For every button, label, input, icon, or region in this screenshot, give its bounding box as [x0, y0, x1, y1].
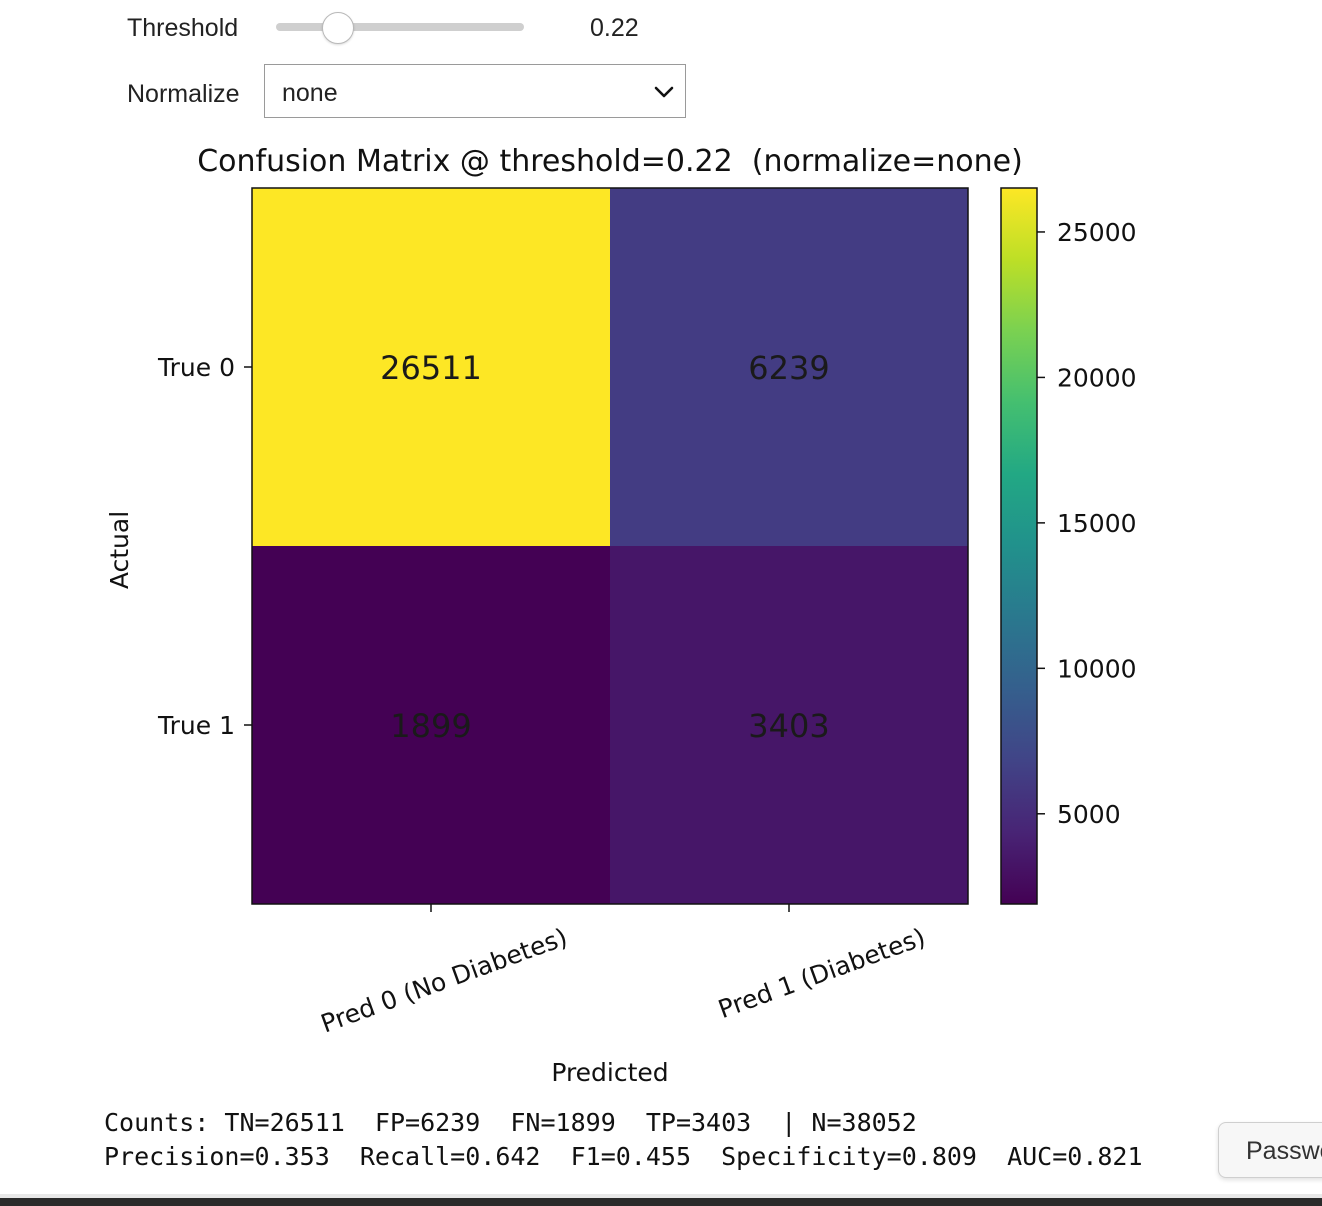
cell-value-label: 26511: [380, 349, 482, 387]
chevron-down-icon: [654, 86, 674, 98]
password-tab[interactable]: Password: [1218, 1122, 1322, 1178]
x-tick-label: Pred 1 (Diabetes): [714, 922, 929, 1024]
x-tick-label: Pred 0 (No Diabetes): [317, 922, 571, 1038]
metrics-counts-line: Counts: TN=26511 FP=6239 FN=1899 TP=3403…: [104, 1108, 917, 1137]
heatmap-cell: [610, 188, 968, 546]
confusion-matrix-chart: Confusion Matrix @ threshold=0.22 (norma…: [105, 144, 1137, 1087]
cell-value-label: 1899: [390, 707, 471, 745]
y-tick-label: True 0: [157, 353, 235, 382]
threshold-slider-handle[interactable]: [322, 12, 355, 44]
colorbar-tick-label: 5000: [1057, 800, 1121, 829]
footer-divider: [0, 1194, 1322, 1198]
cell-value-label: 6239: [748, 349, 829, 387]
chart-title: Confusion Matrix @ threshold=0.22 (norma…: [197, 144, 1023, 179]
password-tab-label: Password: [1246, 1137, 1322, 1165]
colorbar-tick-label: 10000: [1057, 654, 1137, 683]
colorbar: [1000, 187, 1038, 905]
threshold-slider-track[interactable]: [276, 23, 524, 31]
threshold-label: Threshold: [127, 14, 239, 42]
normalize-label: Normalize: [127, 80, 240, 108]
x-axis-label: Predicted: [551, 1058, 668, 1087]
cell-value-label: 3403: [748, 707, 829, 745]
bottom-bar: [0, 1198, 1322, 1206]
colorbar-tick-label: 20000: [1057, 363, 1137, 392]
normalize-selected-value: none: [282, 79, 338, 107]
heatmap-cell: [252, 188, 610, 546]
plot-frame: [251, 187, 969, 905]
y-tick-label: True 1: [157, 711, 235, 740]
metrics-scores-line: Precision=0.353 Recall=0.642 F1=0.455 Sp…: [104, 1142, 1143, 1171]
heatmap-cell: [610, 546, 968, 904]
threshold-value: 0.22: [590, 14, 639, 42]
colorbar-tick-label: 15000: [1057, 509, 1137, 538]
normalize-select[interactable]: none: [264, 64, 686, 118]
y-axis-label: Actual: [105, 511, 134, 589]
colorbar-tick-label: 25000: [1057, 218, 1137, 247]
heatmap-cell: [252, 546, 610, 904]
